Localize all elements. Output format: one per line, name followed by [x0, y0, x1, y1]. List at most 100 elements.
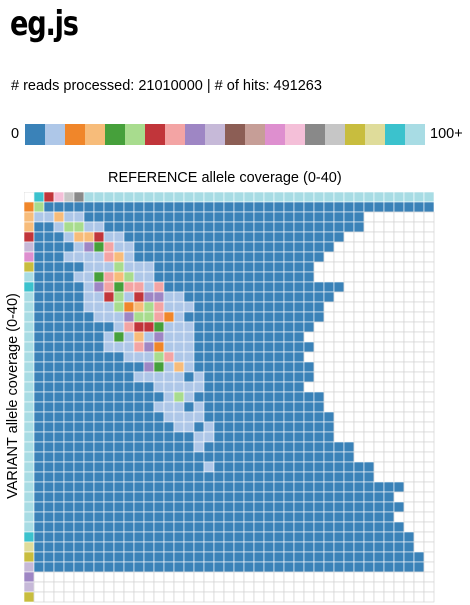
heatmap-cell [53, 331, 65, 343]
heatmap-cell [113, 211, 125, 223]
heatmap-cell [203, 491, 215, 503]
heatmap-cell [243, 481, 255, 493]
heatmap-cell [373, 461, 385, 473]
heatmap-cell [63, 551, 75, 563]
heatmap-cell [413, 411, 425, 423]
heatmap-cell [383, 241, 395, 253]
heatmap-cell [63, 281, 75, 293]
legend-swatch [85, 124, 105, 145]
heatmap-cell [353, 291, 365, 303]
heatmap-cell [403, 231, 415, 243]
heatmap-cell [153, 471, 165, 483]
heatmap-cell [24, 201, 35, 213]
heatmap-cell [283, 461, 295, 473]
heatmap-cell [223, 301, 235, 313]
heatmap-cell [183, 531, 195, 543]
heatmap-cell [243, 411, 255, 423]
heatmap-cell [173, 551, 185, 563]
heatmap-cell [43, 471, 55, 483]
heatmap-cell [333, 441, 345, 453]
heatmap-cell [153, 381, 165, 393]
heatmap-cell [393, 451, 405, 463]
heatmap-cell [133, 391, 145, 403]
heatmap-cell [193, 491, 205, 503]
heatmap-cell [33, 411, 45, 423]
heatmap-cell [173, 281, 185, 293]
heatmap-cell [273, 371, 285, 383]
heatmap-cell [193, 471, 205, 483]
heatmap-cell [313, 301, 325, 313]
x-axis-label: REFERENCE allele coverage (0-40) [108, 170, 342, 186]
heatmap-cell [153, 281, 165, 293]
heatmap-cell [293, 501, 305, 513]
heatmap-cell [253, 271, 265, 283]
heatmap-cell [183, 421, 195, 433]
heatmap-cell [53, 251, 65, 263]
heatmap-cell [113, 581, 125, 593]
heatmap-cell [233, 541, 245, 553]
heatmap-cell [24, 381, 35, 393]
heatmap-cell [273, 471, 285, 483]
heatmap-cell [393, 401, 405, 413]
heatmap-cell [343, 381, 355, 393]
heatmap-cell [173, 451, 185, 463]
heatmap-cell [63, 201, 75, 213]
heatmap-cell [173, 491, 185, 503]
heatmap-cell [323, 471, 335, 483]
heatmap-cell [183, 561, 195, 573]
heatmap-cell [363, 451, 375, 463]
heatmap-cell [363, 541, 375, 553]
heatmap-cell [363, 281, 375, 293]
heatmap-cell [143, 511, 155, 523]
heatmap-cell [93, 531, 105, 543]
heatmap-cell [303, 591, 315, 603]
heatmap-cell [53, 501, 65, 513]
heatmap-cell [133, 491, 145, 503]
heatmap-cell [24, 531, 35, 543]
heatmap-cell [53, 491, 65, 503]
heatmap-cell [313, 351, 325, 363]
heatmap-cell [53, 511, 65, 523]
heatmap-cell [333, 211, 345, 223]
heatmap-cell [143, 501, 155, 513]
heatmap-cell [43, 301, 55, 313]
heatmap-cell [333, 421, 345, 433]
heatmap-cell [413, 192, 425, 203]
heatmap-cell [53, 261, 65, 273]
heatmap-cell [93, 551, 105, 563]
heatmap-cell [24, 501, 35, 513]
heatmap-cell [113, 261, 125, 273]
heatmap-cell [413, 491, 425, 503]
heatmap-cell [73, 261, 85, 273]
heatmap-cell [133, 331, 145, 343]
heatmap-cell [63, 361, 75, 373]
heatmap-cell [43, 331, 55, 343]
heatmap-cell [143, 551, 155, 563]
heatmap-cell [73, 211, 85, 223]
heatmap-cell [113, 371, 125, 383]
heatmap-cell [383, 461, 395, 473]
heatmap-cell [203, 471, 215, 483]
heatmap-cell [93, 431, 105, 443]
heatmap-cell [253, 241, 265, 253]
heatmap-cell [273, 291, 285, 303]
heatmap-cell [43, 521, 55, 533]
heatmap-cell [423, 192, 435, 203]
heatmap-cell [423, 521, 435, 533]
heatmap-cell [323, 401, 335, 413]
heatmap-cell [223, 571, 235, 583]
heatmap-cell [93, 561, 105, 573]
heatmap-cell [283, 451, 295, 463]
heatmap-cell [73, 461, 85, 473]
heatmap-cell [343, 551, 355, 563]
heatmap-cell [243, 341, 255, 353]
heatmap-cell [153, 511, 165, 523]
heatmap-cell [33, 541, 45, 553]
heatmap-cell [323, 441, 335, 453]
heatmap-cell [33, 561, 45, 573]
heatmap-cell [263, 211, 275, 223]
heatmap-cell [103, 481, 115, 493]
heatmap-cell [393, 521, 405, 533]
heatmap-cell [273, 311, 285, 323]
heatmap-cell [273, 481, 285, 493]
